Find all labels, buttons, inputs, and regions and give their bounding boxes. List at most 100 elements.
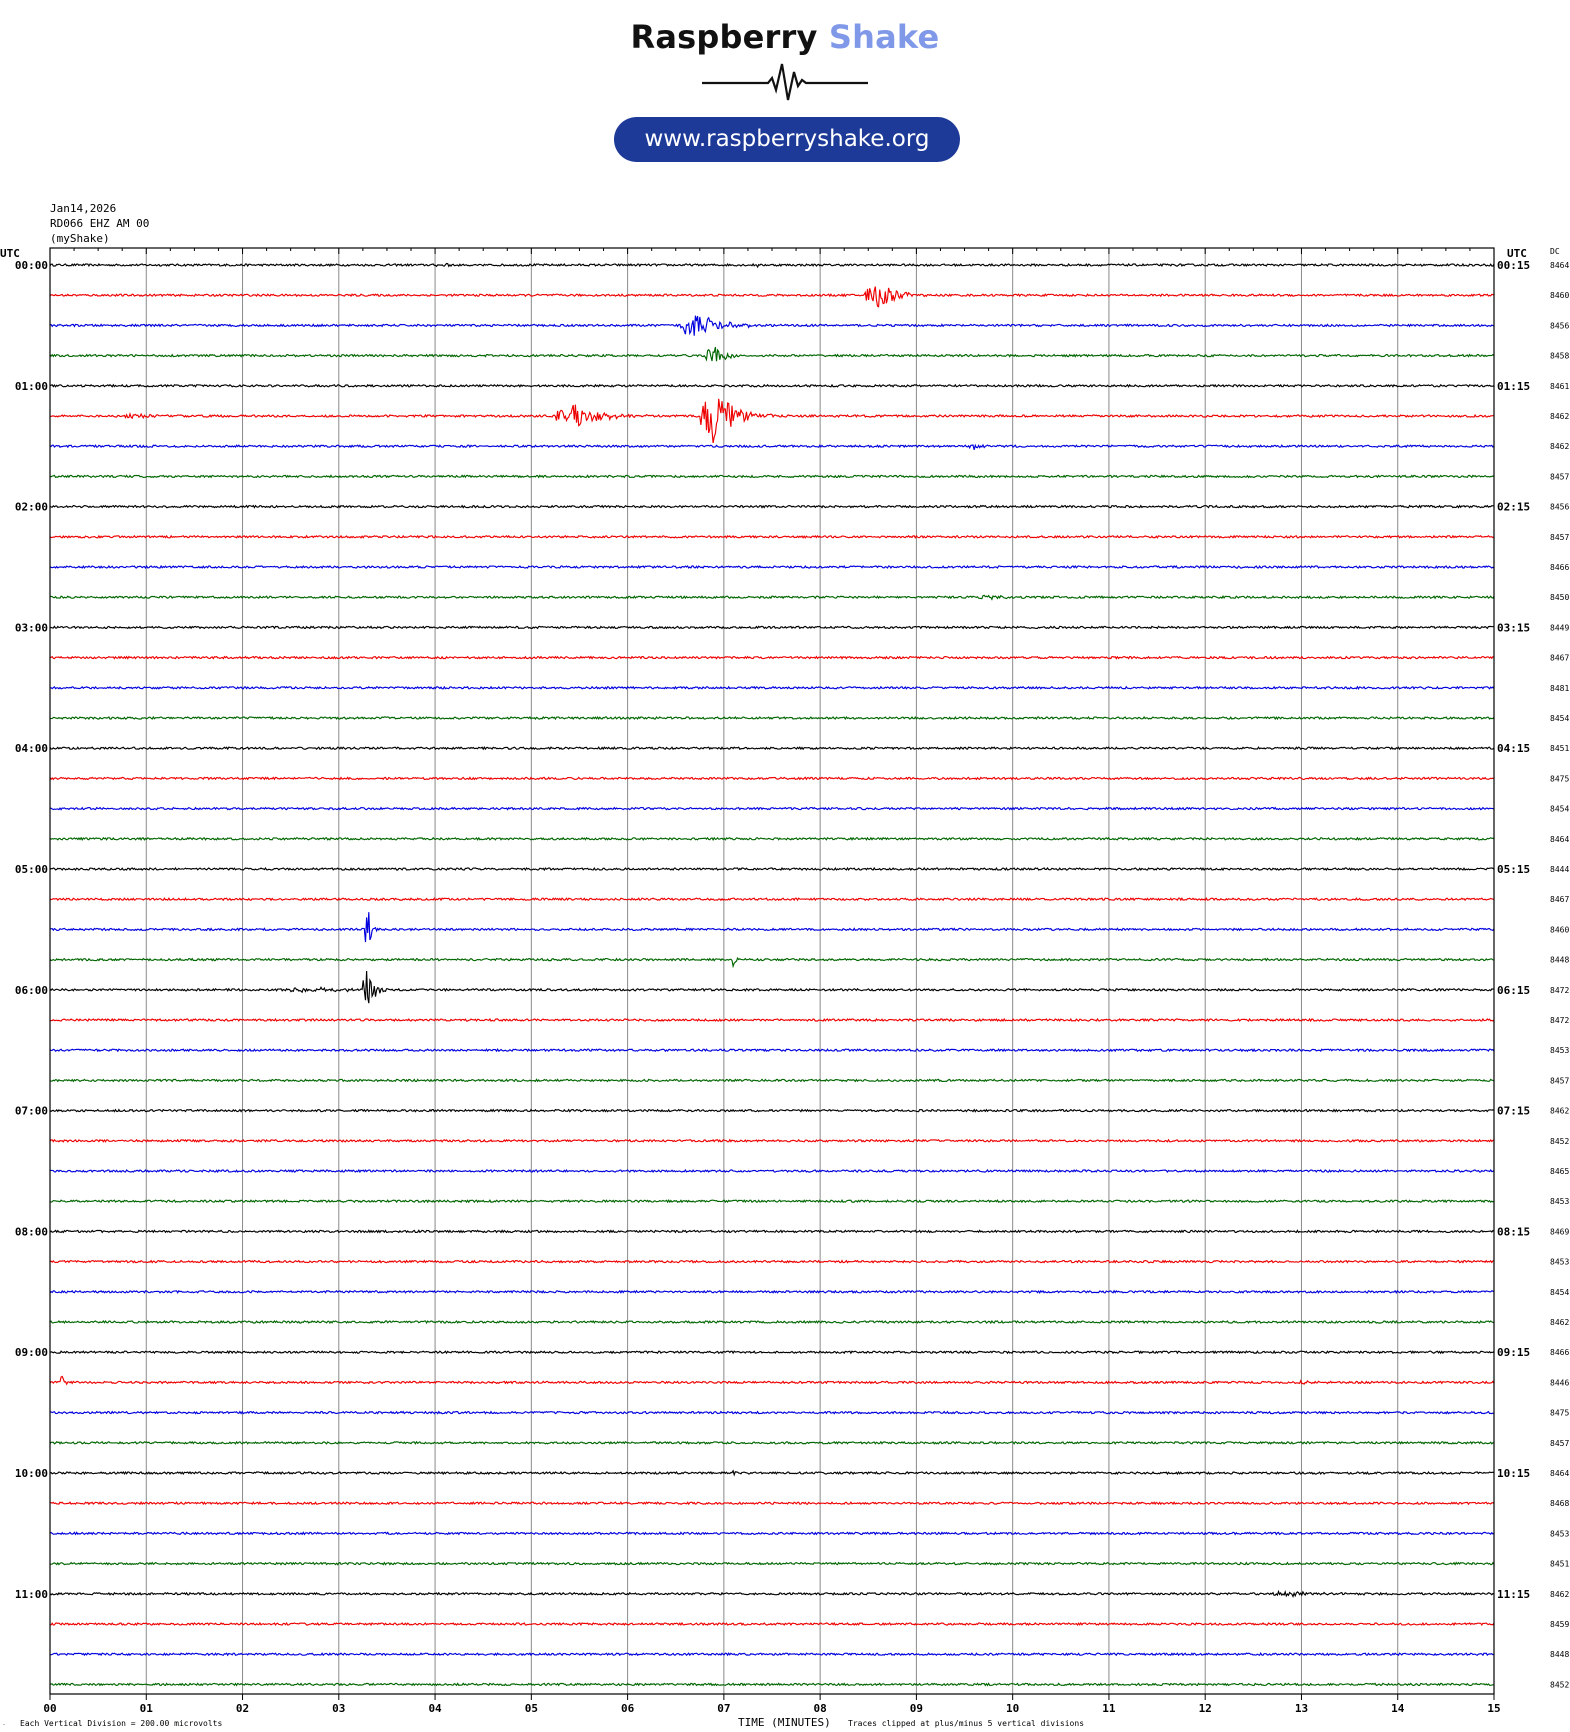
dc-value-25: 8472 bbox=[1550, 1016, 1569, 1025]
x-tick-label-07: 07 bbox=[717, 1702, 730, 1715]
hour-label-right-1: 01:15 bbox=[1497, 380, 1530, 393]
hour-label-left-6: 06:00 bbox=[15, 984, 48, 997]
x-tick-label-11: 11 bbox=[1102, 1702, 1116, 1715]
dc-value-6: 8462 bbox=[1550, 442, 1569, 451]
dc-value-18: 8454 bbox=[1550, 805, 1569, 814]
trace-4 bbox=[49, 383, 1495, 388]
dc-value-24: 8472 bbox=[1550, 986, 1569, 995]
hour-label-right-4: 04:15 bbox=[1497, 742, 1530, 755]
dc-value-13: 8467 bbox=[1550, 654, 1569, 663]
hour-label-right-0: 00:15 bbox=[1497, 259, 1530, 272]
hour-label-left-7: 07:00 bbox=[15, 1105, 48, 1118]
dc-value-14: 8481 bbox=[1550, 684, 1569, 693]
x-tick-label-03: 03 bbox=[332, 1702, 345, 1715]
dc-value-10: 8466 bbox=[1550, 563, 1569, 572]
hour-label-right-5: 05:15 bbox=[1497, 863, 1530, 876]
hour-label-left-2: 02:00 bbox=[15, 501, 48, 514]
hour-label-left-8: 08:00 bbox=[15, 1225, 48, 1238]
trace-14 bbox=[49, 685, 1495, 690]
dc-value-2: 8456 bbox=[1550, 321, 1569, 330]
trace-47 bbox=[49, 1682, 1494, 1687]
scale-note: Each Vertical Division = 200.00 microvol… bbox=[20, 1719, 223, 1728]
hour-label-left-5: 05:00 bbox=[15, 863, 48, 876]
dc-value-32: 8469 bbox=[1550, 1227, 1569, 1236]
header-source: (myShake) bbox=[50, 232, 110, 245]
dc-value-27: 8457 bbox=[1550, 1076, 1569, 1085]
dc-value-33: 8453 bbox=[1550, 1258, 1569, 1267]
dc-value-37: 8446 bbox=[1550, 1378, 1569, 1387]
trace-25 bbox=[49, 1017, 1495, 1023]
hour-label-right-11: 11:15 bbox=[1497, 1588, 1530, 1601]
dc-value-5: 8462 bbox=[1550, 412, 1569, 421]
utc-right-label: UTC bbox=[1507, 247, 1527, 260]
x-tick-label-08: 08 bbox=[814, 1702, 827, 1715]
trace-36 bbox=[49, 1350, 1495, 1355]
trace-11 bbox=[49, 594, 1495, 601]
dc-value-36: 8466 bbox=[1550, 1348, 1569, 1357]
utc-left-label: UTC bbox=[0, 247, 20, 260]
dc-value-31: 8453 bbox=[1550, 1197, 1569, 1206]
x-tick-label-10: 10 bbox=[1006, 1702, 1019, 1715]
dc-value-17: 8475 bbox=[1550, 774, 1569, 783]
dc-value-28: 8462 bbox=[1550, 1107, 1569, 1116]
clip-note: Traces clipped at plus/minus 5 vertical … bbox=[848, 1719, 1085, 1728]
trace-41 bbox=[50, 1501, 1495, 1506]
dc-value-19: 8464 bbox=[1550, 835, 1569, 844]
dc-value-40: 8464 bbox=[1550, 1469, 1569, 1478]
trace-45 bbox=[49, 1621, 1495, 1627]
trace-6 bbox=[49, 443, 1495, 450]
x-tick-label-02: 02 bbox=[236, 1702, 249, 1715]
hour-label-right-8: 08:15 bbox=[1497, 1225, 1530, 1238]
hour-label-right-3: 03:15 bbox=[1497, 621, 1530, 634]
trace-42 bbox=[49, 1531, 1495, 1536]
trace-26 bbox=[49, 1048, 1495, 1053]
x-tick-label-06: 06 bbox=[621, 1702, 635, 1715]
x-tick-label-13: 13 bbox=[1295, 1702, 1308, 1715]
dc-value-0: 8464 bbox=[1550, 261, 1569, 270]
trace-29 bbox=[49, 1138, 1495, 1143]
trace-15 bbox=[49, 715, 1495, 721]
grid-lines bbox=[49, 248, 1495, 1700]
trace-9 bbox=[49, 534, 1495, 539]
dc-value-22: 8460 bbox=[1550, 925, 1569, 934]
brand-name-part1: Raspberry bbox=[630, 18, 818, 56]
trace-13 bbox=[49, 655, 1495, 660]
dc-value-43: 8451 bbox=[1550, 1560, 1569, 1569]
hour-label-right-6: 06:15 bbox=[1497, 984, 1530, 997]
dc-value-41: 8468 bbox=[1550, 1499, 1569, 1508]
trace-7 bbox=[49, 474, 1495, 479]
dc-value-1: 8460 bbox=[1550, 291, 1569, 300]
dc-value-20: 8444 bbox=[1550, 865, 1569, 874]
time-axis-label: TIME (MINUTES) bbox=[738, 1716, 831, 1729]
trace-44 bbox=[49, 1589, 1495, 1599]
trace-17 bbox=[49, 776, 1495, 781]
hour-label-right-7: 07:15 bbox=[1497, 1105, 1530, 1118]
dc-value-9: 8457 bbox=[1550, 533, 1569, 542]
trace-18 bbox=[49, 806, 1495, 811]
trace-28 bbox=[49, 1108, 1495, 1113]
dc-value-21: 8467 bbox=[1550, 895, 1569, 904]
hour-label-left-3: 03:00 bbox=[15, 621, 48, 634]
website-link[interactable]: www.raspberryshake.org bbox=[614, 117, 960, 162]
dc-value-34: 8454 bbox=[1550, 1288, 1569, 1297]
brand-name-part2: Shake bbox=[828, 18, 940, 56]
trace-10 bbox=[49, 564, 1495, 570]
trace-2 bbox=[49, 315, 1495, 336]
hour-label-left-9: 09:00 bbox=[15, 1346, 48, 1359]
seismic-wave-icon bbox=[702, 63, 868, 101]
x-tick-label-12: 12 bbox=[1199, 1702, 1212, 1715]
trace-1 bbox=[49, 286, 1495, 308]
dc-value-16: 8451 bbox=[1550, 744, 1569, 753]
trace-37 bbox=[49, 1375, 1495, 1386]
dc-value-47: 8452 bbox=[1550, 1680, 1569, 1689]
x-tick-label-04: 04 bbox=[428, 1702, 442, 1715]
x-tick-label-00: 00 bbox=[43, 1702, 56, 1715]
trace-39 bbox=[49, 1440, 1495, 1445]
trace-21 bbox=[49, 897, 1495, 902]
x-tick-label-09: 09 bbox=[910, 1702, 923, 1715]
dc-label: DC bbox=[1550, 247, 1560, 256]
dc-value-23: 8448 bbox=[1550, 956, 1569, 965]
x-tick-label-05: 05 bbox=[525, 1702, 538, 1715]
x-tick-label-01: 01 bbox=[140, 1702, 154, 1715]
